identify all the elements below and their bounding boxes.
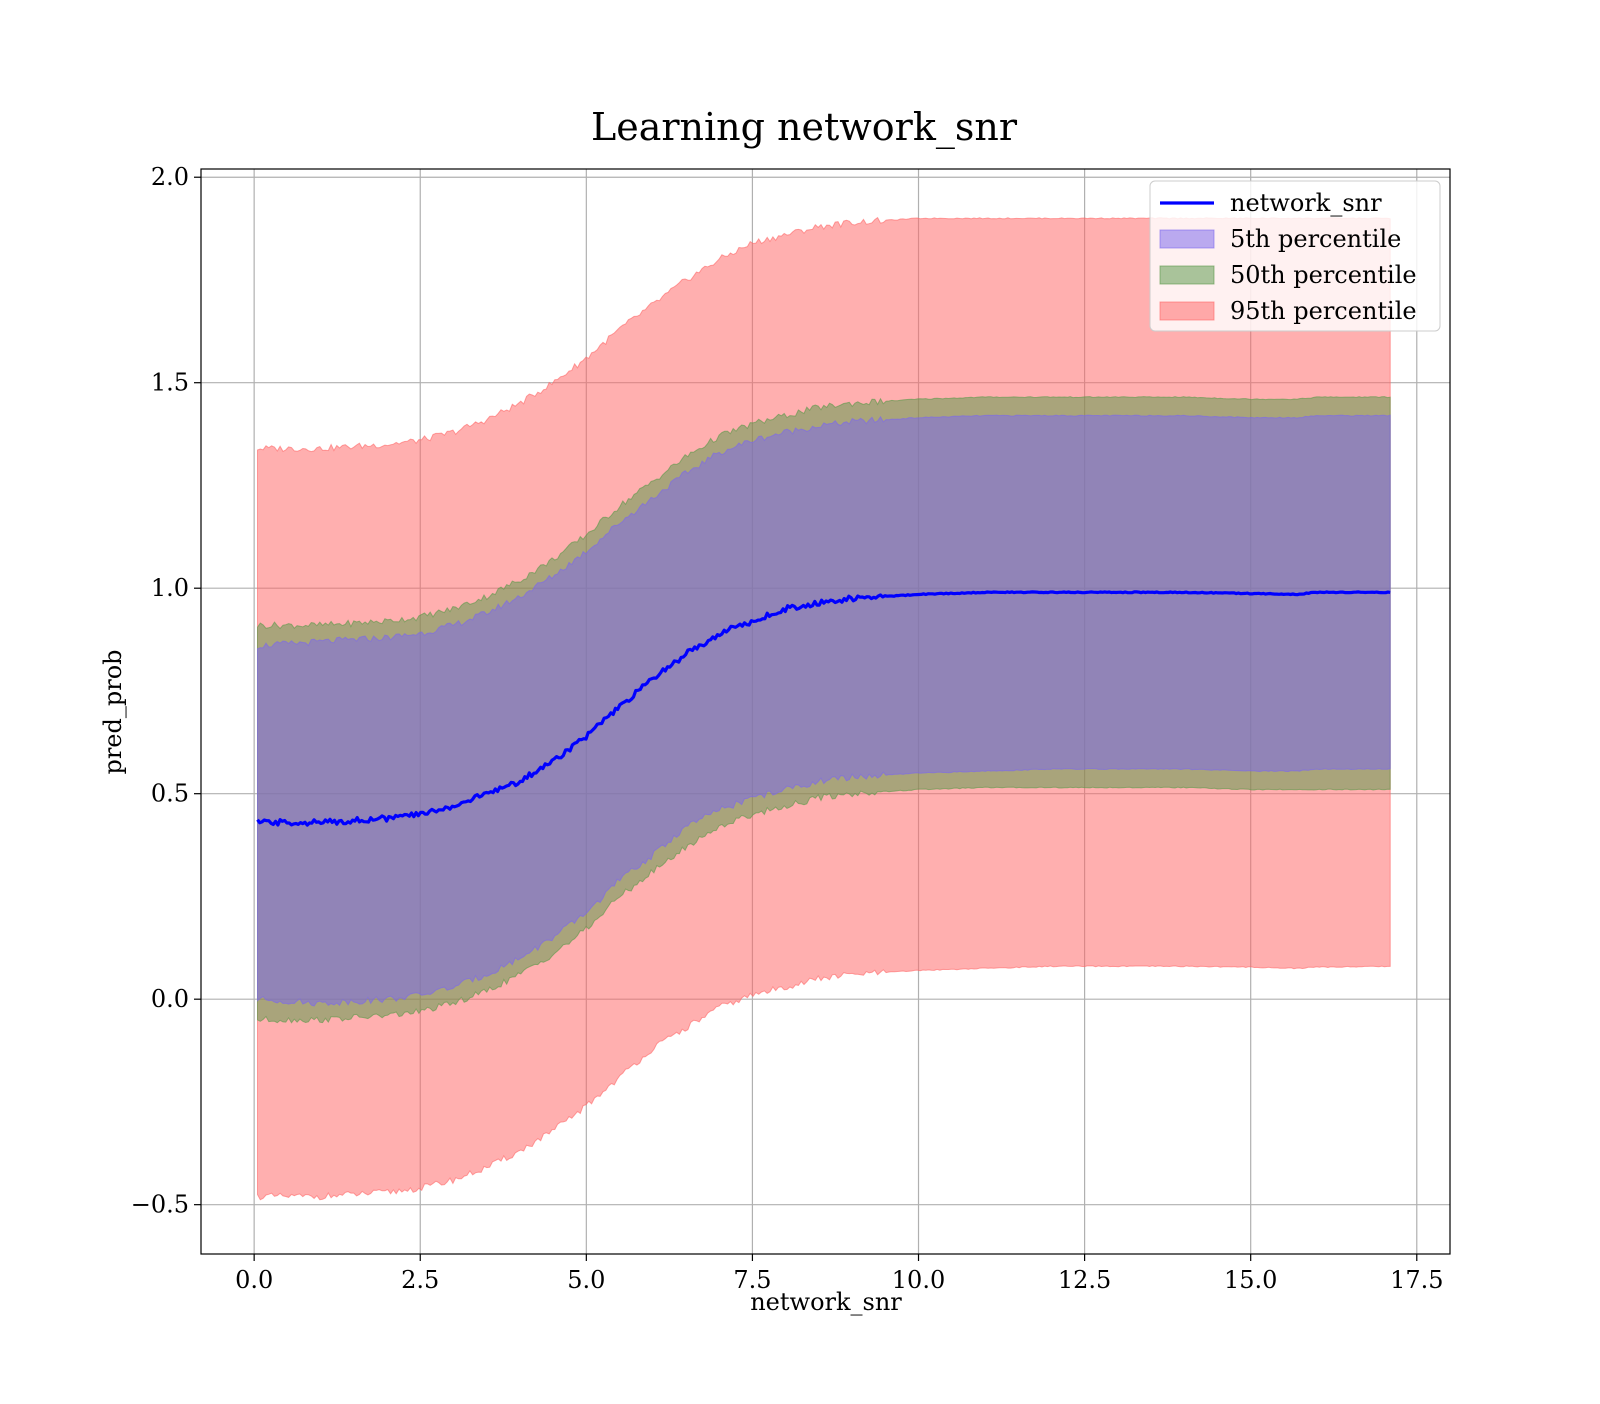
legend-label: 50th percentile	[1230, 261, 1417, 289]
x-tick-label: 12.5	[1058, 1266, 1111, 1294]
x-tick-label: 15.0	[1224, 1266, 1277, 1294]
line-layer	[256, 590, 1391, 827]
x-tick-label: 2.5	[401, 1266, 439, 1294]
legend: network_snr 5th percentile 50th percentile…	[1149, 180, 1441, 332]
legend-box	[1149, 180, 1441, 332]
ticks-layer: 0.0 2.5 5.0 7.5 10.0 12.5 15.0 17.5 −0.5 0.0 0.5 1.…	[131, 163, 1444, 1294]
legend-swatch	[1159, 265, 1215, 285]
chart-title: Learning network_snr	[591, 105, 1018, 150]
legend-swatch	[1159, 229, 1215, 249]
y-tick-label: 2.0	[151, 163, 189, 191]
x-tick-label: 5.0	[567, 1266, 605, 1294]
y-tick-label: −0.5	[131, 1191, 189, 1219]
y-tick-label: 1.0	[151, 574, 189, 602]
y-axis-label: pred_prob	[99, 649, 127, 774]
5th-percentile-band	[257, 414, 1391, 1007]
legend-label: 5th percentile	[1230, 225, 1401, 253]
plot-frame	[200, 168, 1451, 1255]
x-tick-label: 10.0	[892, 1266, 945, 1294]
x-axis-label: network_snr	[750, 1288, 902, 1316]
x-tick-label: 0.0	[235, 1266, 273, 1294]
legend-swatch	[1159, 301, 1215, 321]
bands-layer	[257, 216, 1391, 1201]
y-tick-label: 0.5	[151, 780, 189, 808]
x-tick-label: 17.5	[1390, 1266, 1443, 1294]
legend-label: network_snr	[1230, 189, 1382, 217]
x-tick-label: 7.5	[733, 1266, 771, 1294]
legend-label: 95th percentile	[1230, 297, 1417, 325]
network-snr-line	[256, 590, 1391, 827]
y-tick-label: 0.0	[151, 985, 189, 1013]
y-tick-label: 1.5	[151, 369, 189, 397]
